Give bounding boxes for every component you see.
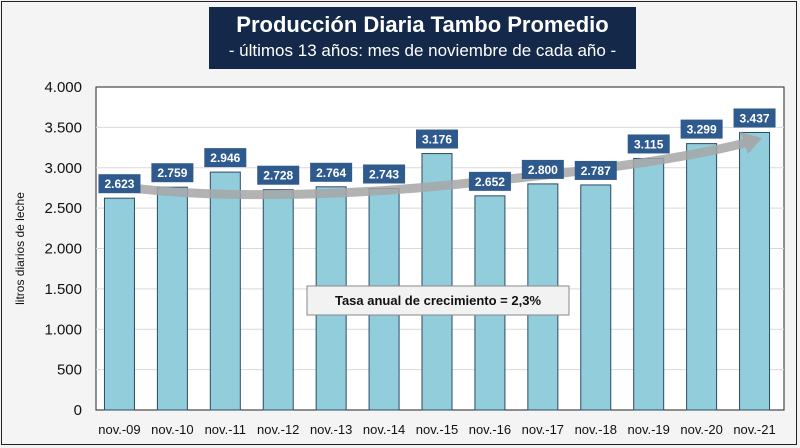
chart-subtitle: - últimos 13 años: mes de noviembre de c… — [228, 41, 617, 60]
data-label-box — [363, 164, 406, 184]
x-tick-label: nov.-21 — [733, 422, 775, 437]
x-tick-label: nov.-09 — [98, 422, 140, 437]
data-label-box — [204, 148, 247, 168]
chart-title-box: Producción Diaria Tambo Promedio - últim… — [209, 7, 636, 69]
data-label-box — [310, 162, 353, 182]
data-label: 2.800 — [528, 163, 558, 177]
y-tick-label: 2.000 — [44, 241, 82, 258]
data-label: 2.764 — [316, 166, 346, 180]
data-label-box — [416, 129, 458, 149]
chart-title: Producción Diaria Tambo Promedio — [236, 12, 609, 37]
data-label-box — [468, 171, 511, 191]
x-tick-label: nov.-13 — [310, 422, 352, 437]
y-tick-label: 1.000 — [44, 321, 82, 338]
data-label-box — [574, 160, 617, 180]
trend-arrow — [103, 138, 747, 200]
x-tick-label: nov.-20 — [680, 422, 722, 437]
y-tick-label: 4.000 — [44, 79, 82, 96]
y-tick-label: 500 — [57, 362, 82, 379]
x-tick-label: nov.-14 — [363, 422, 405, 437]
data-label: 3.115 — [634, 137, 664, 151]
data-label-box — [257, 165, 300, 185]
x-tick-label: nov.-15 — [416, 422, 458, 437]
y-axis-label: litros diarios de leche — [13, 192, 27, 305]
data-label-box — [151, 163, 194, 183]
data-label-box — [733, 108, 776, 128]
data-label-box — [521, 159, 564, 179]
bar — [421, 153, 453, 411]
bar — [580, 184, 612, 411]
y-tick-label: 1.500 — [44, 281, 82, 298]
data-label: 2.743 — [369, 168, 399, 182]
x-tick-label: nov.-16 — [469, 422, 511, 437]
bar — [686, 143, 718, 411]
data-label-box — [680, 119, 723, 139]
x-tick-label: nov.-12 — [257, 422, 299, 437]
trend-arrowhead — [740, 132, 762, 154]
y-tick-label: 0 — [74, 402, 82, 419]
bar — [739, 131, 771, 411]
data-label-box — [98, 174, 141, 194]
bar — [103, 197, 135, 411]
data-label: 2.759 — [157, 166, 187, 180]
y-tick-label: 3.000 — [44, 160, 82, 177]
data-label: 3.437 — [740, 111, 770, 125]
bar — [262, 189, 294, 411]
data-label: 3.176 — [422, 133, 452, 147]
data-label: 2.652 — [475, 175, 505, 189]
data-label-box — [627, 134, 670, 154]
x-tick-label: nov.-11 — [205, 422, 246, 437]
data-label: 2.728 — [263, 169, 293, 183]
x-tick-label: nov.-19 — [627, 422, 669, 437]
data-label: 2.946 — [210, 151, 240, 165]
bar — [156, 186, 188, 411]
y-tick-label: 2.500 — [44, 200, 82, 217]
bar — [209, 171, 241, 411]
bar — [633, 157, 665, 411]
x-tick-label: nov.-17 — [522, 422, 564, 437]
x-tick-label: nov.-10 — [151, 422, 193, 437]
y-tick-label: 3.500 — [44, 119, 82, 136]
annotation-text: Tasa anual de crecimiento = 2,3% — [335, 293, 541, 308]
x-tick-label: nov.-18 — [575, 422, 617, 437]
annotation-box — [306, 285, 570, 316]
data-label: 2.623 — [104, 177, 134, 191]
data-label: 2.787 — [581, 164, 611, 178]
data-label: 3.299 — [687, 123, 717, 137]
